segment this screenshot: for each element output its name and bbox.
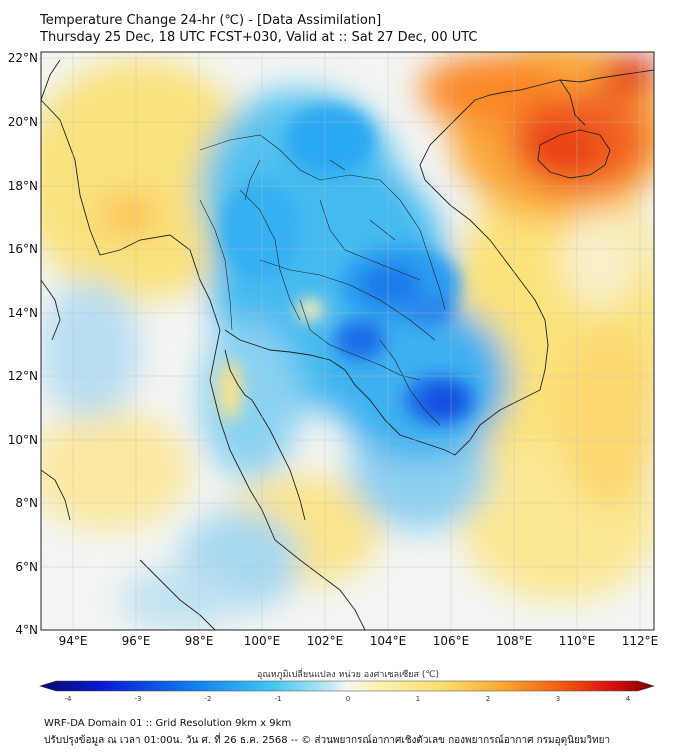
- lon-label: 94°E: [59, 634, 88, 648]
- colorbar-tick: 0: [346, 695, 350, 703]
- lat-label: 18°N: [8, 179, 38, 193]
- colorbar-label: อุณหภูมิเปลี่ยนแปลง หน่วย องศาเซลเซียส (…: [257, 667, 439, 680]
- lon-label: 106°E: [433, 634, 470, 648]
- lat-label: 6°N: [15, 560, 38, 574]
- colorbar-ticks: -4 -3 -2 -1 0 1 2 3 4: [65, 695, 631, 703]
- colorbar-tick: -1: [275, 695, 282, 703]
- colorbar-tick: 3: [556, 695, 560, 703]
- map-subtitle: Thursday 25 Dec, 18 UTC FCST+030, Valid …: [40, 30, 478, 45]
- footer-domain-info: WRF-DA Domain 01 :: Grid Resolution 9km …: [44, 718, 292, 729]
- lat-label: 12°N: [8, 369, 38, 383]
- lat-label: 10°N: [8, 433, 38, 447]
- map-title: Temperature Change 24-hr (℃) - [Data Ass…: [40, 13, 382, 28]
- lon-label: 96°E: [122, 634, 151, 648]
- colorbar-tick: -3: [135, 695, 142, 703]
- colorbar-tick: -4: [65, 695, 73, 703]
- lat-label: 16°N: [8, 242, 38, 256]
- colorbar-tick: -2: [205, 695, 212, 703]
- lat-label: 22°N: [8, 51, 38, 65]
- plot-frame: [40, 51, 655, 631]
- gridlines: [41, 52, 654, 630]
- lat-label: 4°N: [15, 623, 38, 637]
- temperature-field: [41, 52, 654, 630]
- footer-update-info: ปรับปรุงข้อมูล ณ เวลา 01:00น. วัน ศ. ที่…: [44, 735, 611, 746]
- lon-label: 100°E: [244, 634, 281, 648]
- coastlines: [41, 59, 654, 630]
- colorbar-tick: 4: [626, 695, 631, 703]
- lon-label: 110°E: [559, 634, 596, 648]
- lon-label: 98°E: [185, 634, 214, 648]
- lat-label: 8°N: [15, 496, 38, 510]
- lon-label: 102°E: [307, 634, 344, 648]
- admin-borders: [199, 134, 446, 426]
- lat-label: 14°N: [8, 306, 38, 320]
- lon-axis: 94°E 96°E 98°E 100°E 102°E 104°E 106°E 1…: [59, 634, 659, 648]
- lat-axis: 22°N 20°N 18°N 16°N 14°N 12°N 10°N 8°N 6…: [8, 51, 38, 637]
- lat-label: 20°N: [8, 115, 38, 129]
- lon-label: 108°E: [496, 634, 533, 648]
- colorbar-tick: 1: [416, 695, 420, 703]
- colorbar-tick: 2: [486, 695, 490, 703]
- lon-label: 112°E: [622, 634, 659, 648]
- colorbar: [38, 680, 656, 692]
- lon-label: 104°E: [370, 634, 407, 648]
